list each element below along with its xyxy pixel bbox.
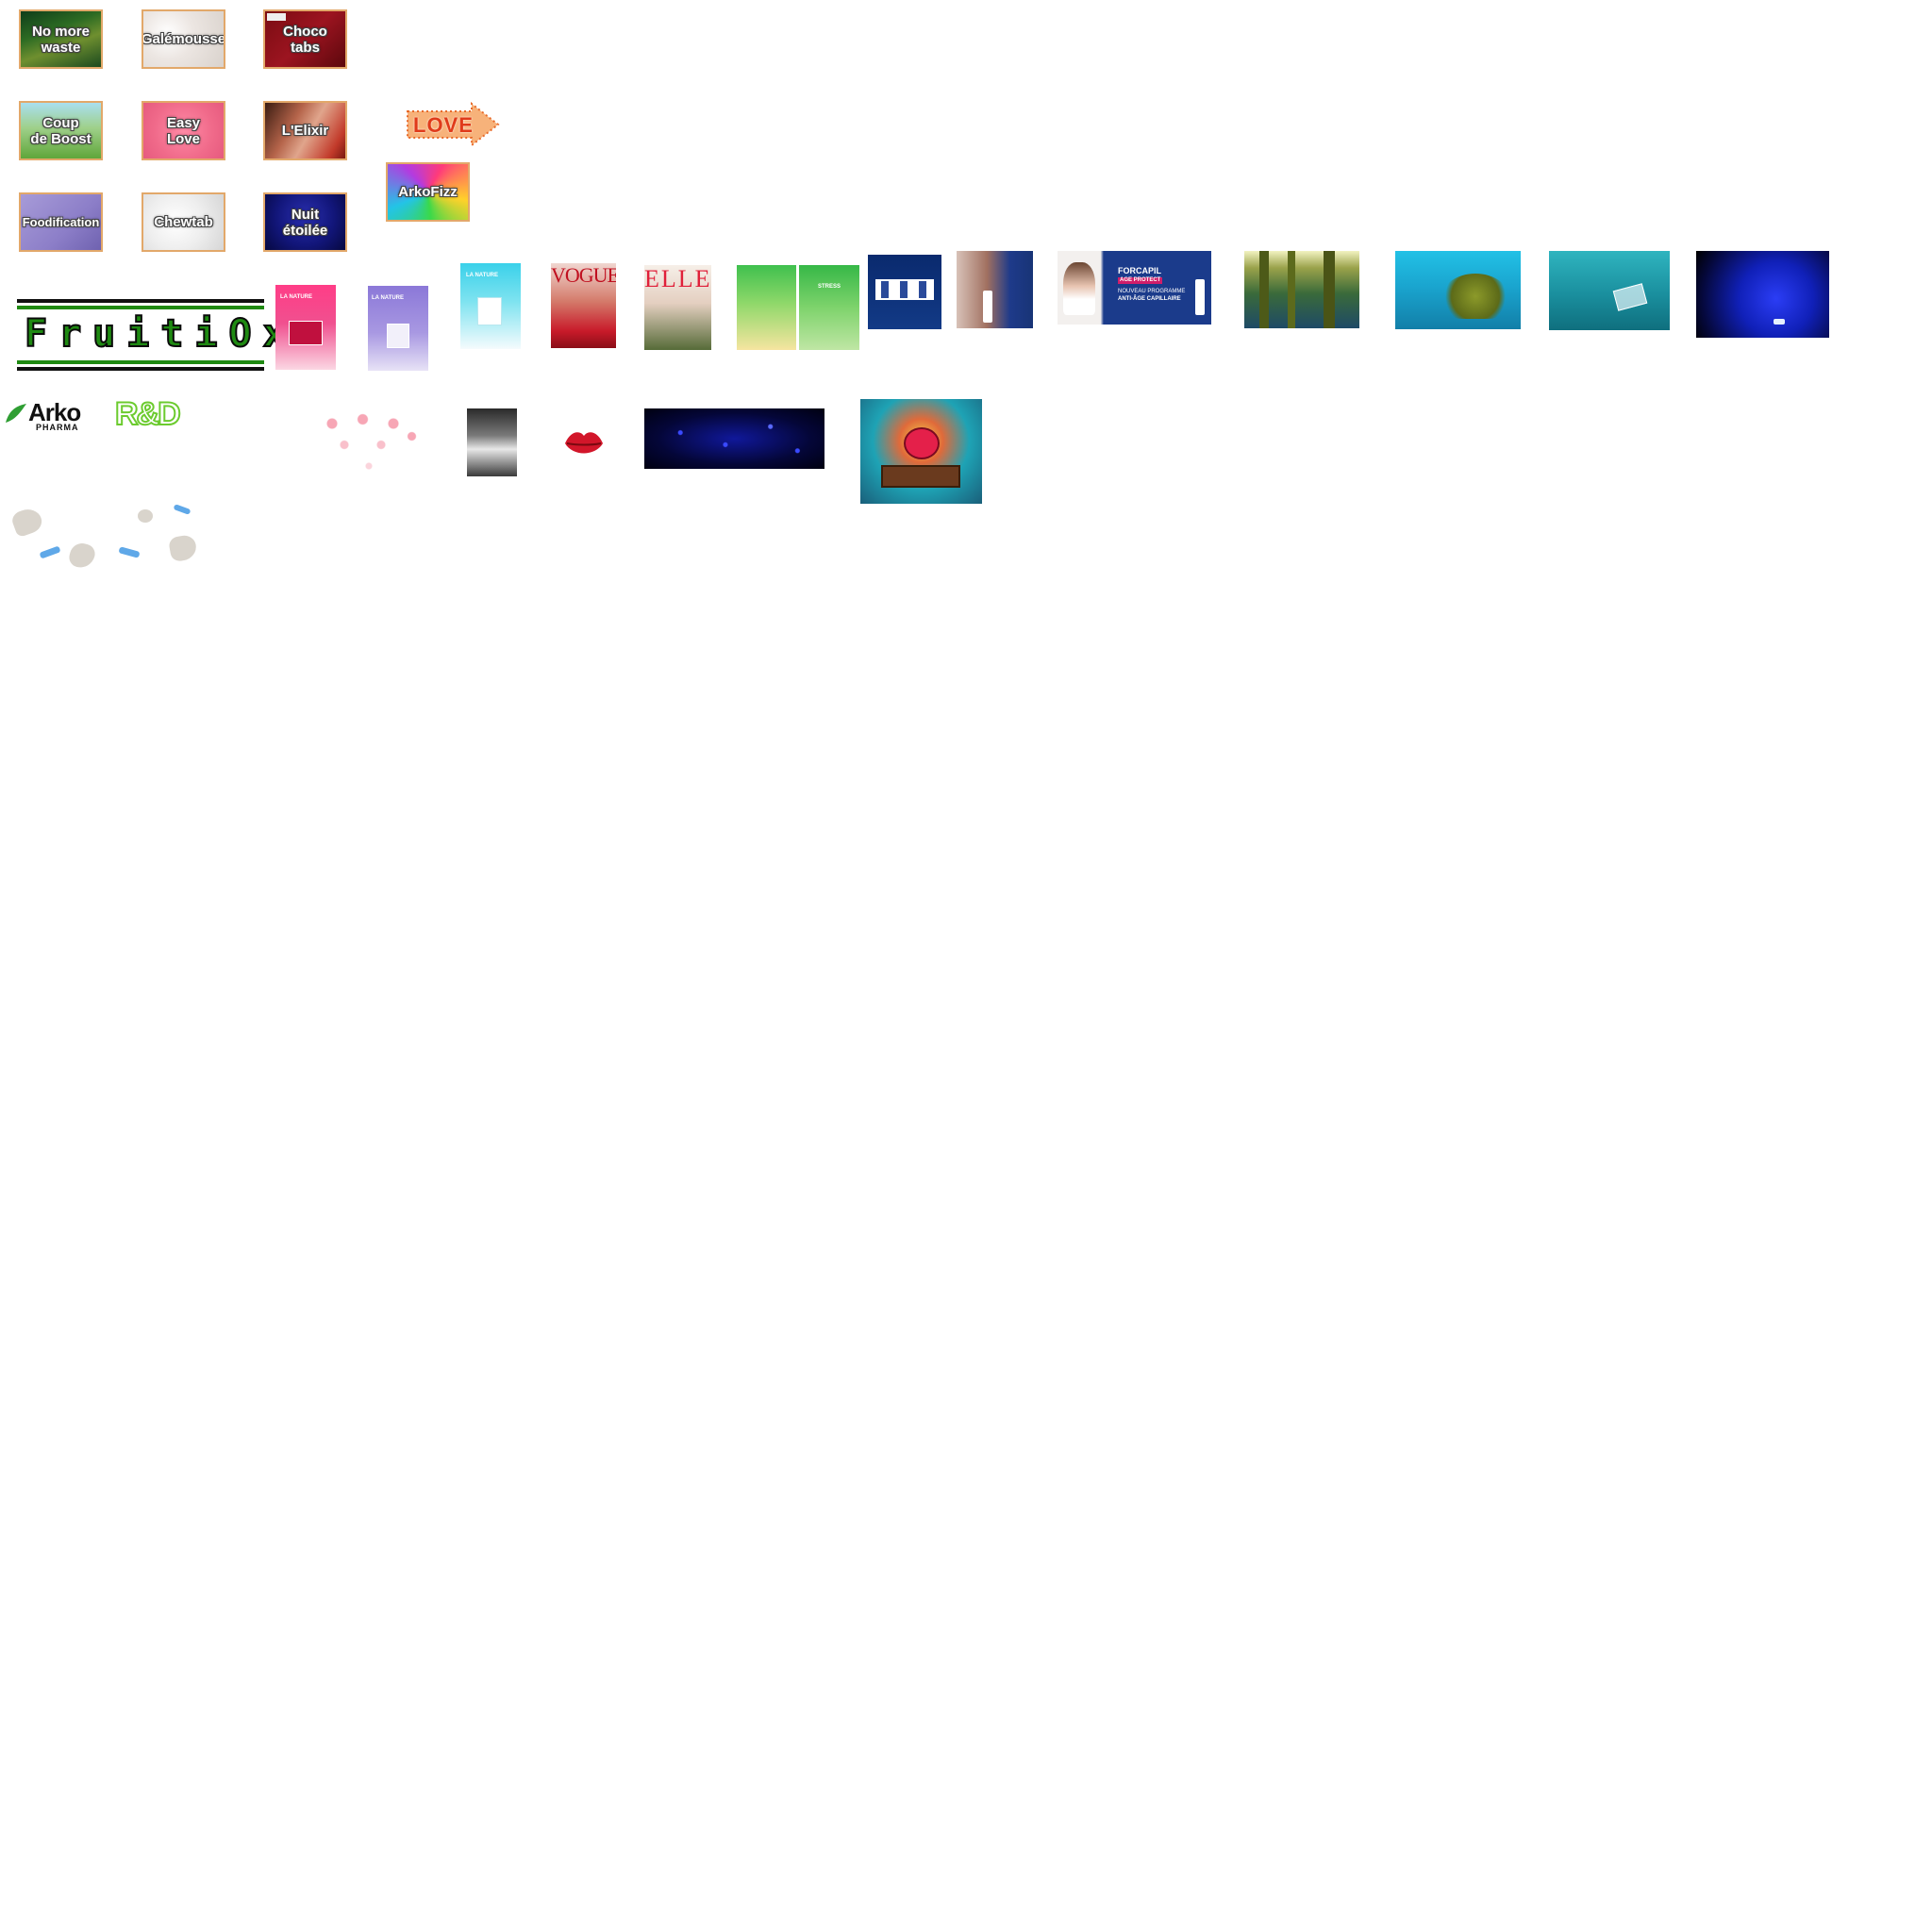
poster-stress-label: STRESS <box>818 284 841 290</box>
poster-pair-green[interactable]: STRESS <box>737 265 859 350</box>
photo-kelp-forest[interactable] <box>1244 251 1359 328</box>
plastic-bottle-2 <box>173 504 192 515</box>
photo-underwater-seaweed[interactable] <box>1395 251 1521 329</box>
plastic-bottle-1 <box>39 545 61 559</box>
illustration-fruit-book[interactable] <box>860 399 982 504</box>
photo-marilyn[interactable] <box>467 408 517 476</box>
seaweed-clump <box>1442 274 1508 319</box>
portrait-product <box>983 291 992 323</box>
fruitiox-stripe <box>17 367 264 371</box>
poster-title: LA NATURE <box>466 273 498 278</box>
kelp-strand <box>1324 251 1335 328</box>
cartoon-book <box>881 465 960 488</box>
photo-night-phone[interactable] <box>1696 251 1829 338</box>
rd-logo-text: R&D <box>114 395 182 433</box>
love-arrow-sign: LOVE <box>406 101 500 148</box>
magazine-vogue[interactable]: VOGUE <box>551 263 616 348</box>
choco-tabs-corner-label <box>267 13 286 21</box>
plastic-bag-2 <box>67 541 97 571</box>
product-tube <box>900 281 908 298</box>
lips-kiss-icon <box>561 425 607 460</box>
magazine-masthead: VOGUE <box>551 263 616 287</box>
lips-icon <box>565 432 603 454</box>
tile-choco-tabs[interactable]: Choco tabs <box>263 9 347 69</box>
poster-title: LA NATURE <box>280 294 312 300</box>
tile-lelixir[interactable]: L'Elixir <box>263 101 347 160</box>
tile-galemousse[interactable]: Galémousse <box>142 9 225 69</box>
kelp-strand <box>1259 251 1269 328</box>
fruitiox-stripe <box>17 306 264 309</box>
love-arrow-icon <box>407 101 500 148</box>
magazine-elle[interactable]: ELLE <box>644 265 711 350</box>
kelp-strand <box>1288 251 1295 328</box>
haircare-routine-card[interactable] <box>868 255 941 329</box>
plastic-bag-3 <box>138 509 153 523</box>
forcapil-brand: FORCAPIL <box>1118 266 1161 275</box>
forcapil-line-2: ANTI-ÂGE CAPILLAIRE <box>1118 296 1181 302</box>
magazine-masthead: ELLE <box>644 265 711 292</box>
tile-label: Choco tabs <box>283 23 327 56</box>
tile-label: ArkoFizz <box>398 184 458 200</box>
poster-product-box <box>387 324 409 348</box>
arko-pharma-logo: Arko PHARMA <box>4 398 91 432</box>
plastic-bag-1 <box>9 505 45 539</box>
arko-leaf-icon <box>6 404 26 423</box>
poster-title: LA NATURE <box>372 295 404 301</box>
poster-left <box>737 265 796 350</box>
forcapil-banner[interactable]: FORCAPIL AGE PROTECT NOUVEAU PROGRAMME A… <box>1058 251 1211 325</box>
poster-product-box <box>477 297 502 325</box>
tile-label: L'Elixir <box>281 123 329 139</box>
rd-logo: R&D <box>114 395 191 434</box>
plastic-container <box>1612 283 1648 311</box>
fruitiox-banner: FruitiOx <box>17 299 287 371</box>
product-tube <box>881 281 889 298</box>
photo-underwater-plastic[interactable] <box>1549 251 1670 330</box>
love-sign-text: LOVE <box>413 113 474 137</box>
phone-screen-glow <box>1774 319 1785 325</box>
arko-logo-main: Arko <box>28 398 81 426</box>
plastic-bag-4 <box>167 533 199 563</box>
fruitiox-stripe <box>17 299 264 303</box>
poster-product-box <box>289 321 323 345</box>
tile-easy-love[interactable]: Easy Love <box>142 101 225 160</box>
poster-right: STRESS <box>799 265 859 350</box>
product-tube <box>919 281 926 298</box>
poster-la-nature-cyan[interactable]: LA NATURE <box>460 263 521 349</box>
tile-arkofizz[interactable]: ArkoFizz <box>386 162 470 222</box>
tile-label: Easy Love <box>166 114 201 147</box>
haircare-portrait-card[interactable] <box>957 251 1033 328</box>
poster-la-nature-pink[interactable]: LA NATURE <box>275 285 336 370</box>
tile-foodification[interactable]: Foodification <box>19 192 103 252</box>
hearts-confetti <box>308 398 430 483</box>
starry-night-banner[interactable] <box>644 408 824 469</box>
fruitiox-text: FruitiOx <box>24 311 297 357</box>
tile-label: Coup de Boost <box>30 114 92 147</box>
poster-la-nature-purple[interactable]: LA NATURE <box>368 286 428 371</box>
plastic-bottle-3 <box>118 546 141 558</box>
tile-chewtab[interactable]: Chewtab <box>142 192 225 252</box>
tile-label: Galémousse <box>142 31 225 47</box>
forcapil-line-1: NOUVEAU PROGRAMME <box>1118 289 1186 294</box>
cartoon-fruit <box>904 427 940 459</box>
forcapil-tagline: AGE PROTECT <box>1118 277 1163 284</box>
tile-label: No more waste <box>32 23 90 56</box>
tile-label: Foodification <box>22 215 100 229</box>
tile-nuit-etoilee[interactable]: Nuit étoilée <box>263 192 347 252</box>
tile-label: Nuit étoilée <box>282 206 328 239</box>
tile-coup-de-boost[interactable]: Coup de Boost <box>19 101 103 160</box>
tile-label: Chewtab <box>154 214 213 230</box>
fruitiox-stripe <box>17 360 264 364</box>
tile-no-more-waste[interactable]: No more waste <box>19 9 103 69</box>
arko-logo-sub: PHARMA <box>36 423 79 432</box>
forcapil-model <box>1063 262 1095 315</box>
forcapil-bottle <box>1195 279 1205 315</box>
